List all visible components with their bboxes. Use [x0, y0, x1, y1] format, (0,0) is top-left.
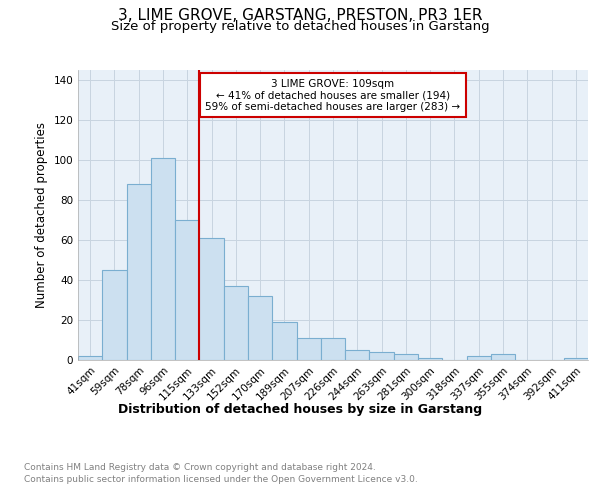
Bar [78, 356, 102, 360]
Bar [296, 338, 321, 360]
Bar [418, 358, 442, 360]
Bar [127, 184, 151, 360]
Y-axis label: Number of detached properties: Number of detached properties [35, 122, 48, 308]
Bar [175, 220, 199, 360]
Bar [151, 158, 175, 360]
Bar [467, 356, 491, 360]
Bar [491, 354, 515, 360]
Bar [199, 238, 224, 360]
Bar [345, 350, 370, 360]
Text: Size of property relative to detached houses in Garstang: Size of property relative to detached ho… [110, 20, 490, 33]
Bar [321, 338, 345, 360]
Bar [564, 358, 588, 360]
Bar [272, 322, 296, 360]
Text: 3, LIME GROVE, GARSTANG, PRESTON, PR3 1ER: 3, LIME GROVE, GARSTANG, PRESTON, PR3 1E… [118, 8, 482, 22]
Text: 3 LIME GROVE: 109sqm
← 41% of detached houses are smaller (194)
59% of semi-deta: 3 LIME GROVE: 109sqm ← 41% of detached h… [205, 78, 461, 112]
Bar [394, 354, 418, 360]
Text: Contains public sector information licensed under the Open Government Licence v3: Contains public sector information licen… [24, 475, 418, 484]
Text: Distribution of detached houses by size in Garstang: Distribution of detached houses by size … [118, 402, 482, 415]
Bar [102, 270, 127, 360]
Bar [370, 352, 394, 360]
Bar [224, 286, 248, 360]
Bar [248, 296, 272, 360]
Text: Contains HM Land Registry data © Crown copyright and database right 2024.: Contains HM Land Registry data © Crown c… [24, 462, 376, 471]
